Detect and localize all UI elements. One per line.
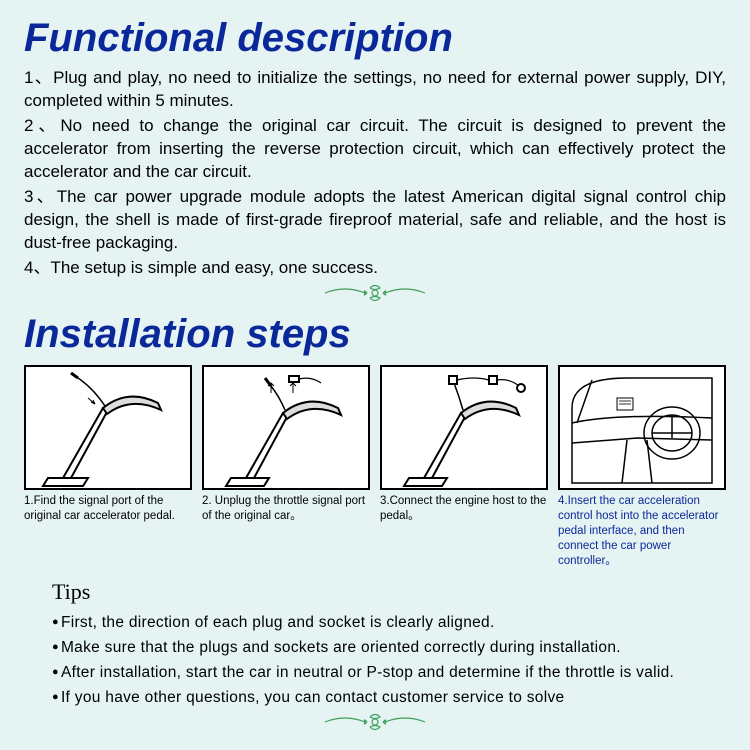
tip-item-2: Make sure that the plugs and sockets are… [52,636,726,661]
tip-item-4: If you have other questions, you can con… [52,686,726,711]
section1-heading: Functional description [24,16,726,61]
desc-item-2: 2、No need to change the original car cir… [24,115,726,184]
ornamental-divider-2 [24,712,726,737]
tips-list: First, the direction of each plug and so… [52,611,726,710]
functional-description-list: 1、Plug and play, no need to initialize t… [24,67,726,279]
step-4-caption: 4.Insert the car acceleration control ho… [558,494,726,569]
step-2: 2. Unplug the throttle signal port of th… [202,365,370,569]
desc-item-1: 1、Plug and play, no need to initialize t… [24,67,726,113]
installation-steps-row: 1.Find the signal port of the original c… [24,365,726,569]
step-3: 3.Connect the engine host to the pedal。 [380,365,548,569]
ornamental-divider-1 [24,283,726,308]
step-3-diagram [380,365,548,490]
desc-item-3: 3、The car power upgrade module adopts th… [24,186,726,255]
tips-heading: Tips [52,579,726,605]
desc-item-4: 4、The setup is simple and easy, one succ… [24,257,726,280]
step-1: 1.Find the signal port of the original c… [24,365,192,569]
tip-item-3: After installation, start the car in neu… [52,661,726,686]
step-1-diagram [24,365,192,490]
step-3-caption: 3.Connect the engine host to the pedal。 [380,494,548,524]
step-2-diagram [202,365,370,490]
step-2-caption: 2. Unplug the throttle signal port of th… [202,494,370,524]
section2-heading: Installation steps [24,312,726,357]
tip-item-1: First, the direction of each plug and so… [52,611,726,636]
step-4: 4.Insert the car acceleration control ho… [558,365,726,569]
step-1-caption: 1.Find the signal port of the original c… [24,494,192,524]
step-4-diagram [558,365,726,490]
